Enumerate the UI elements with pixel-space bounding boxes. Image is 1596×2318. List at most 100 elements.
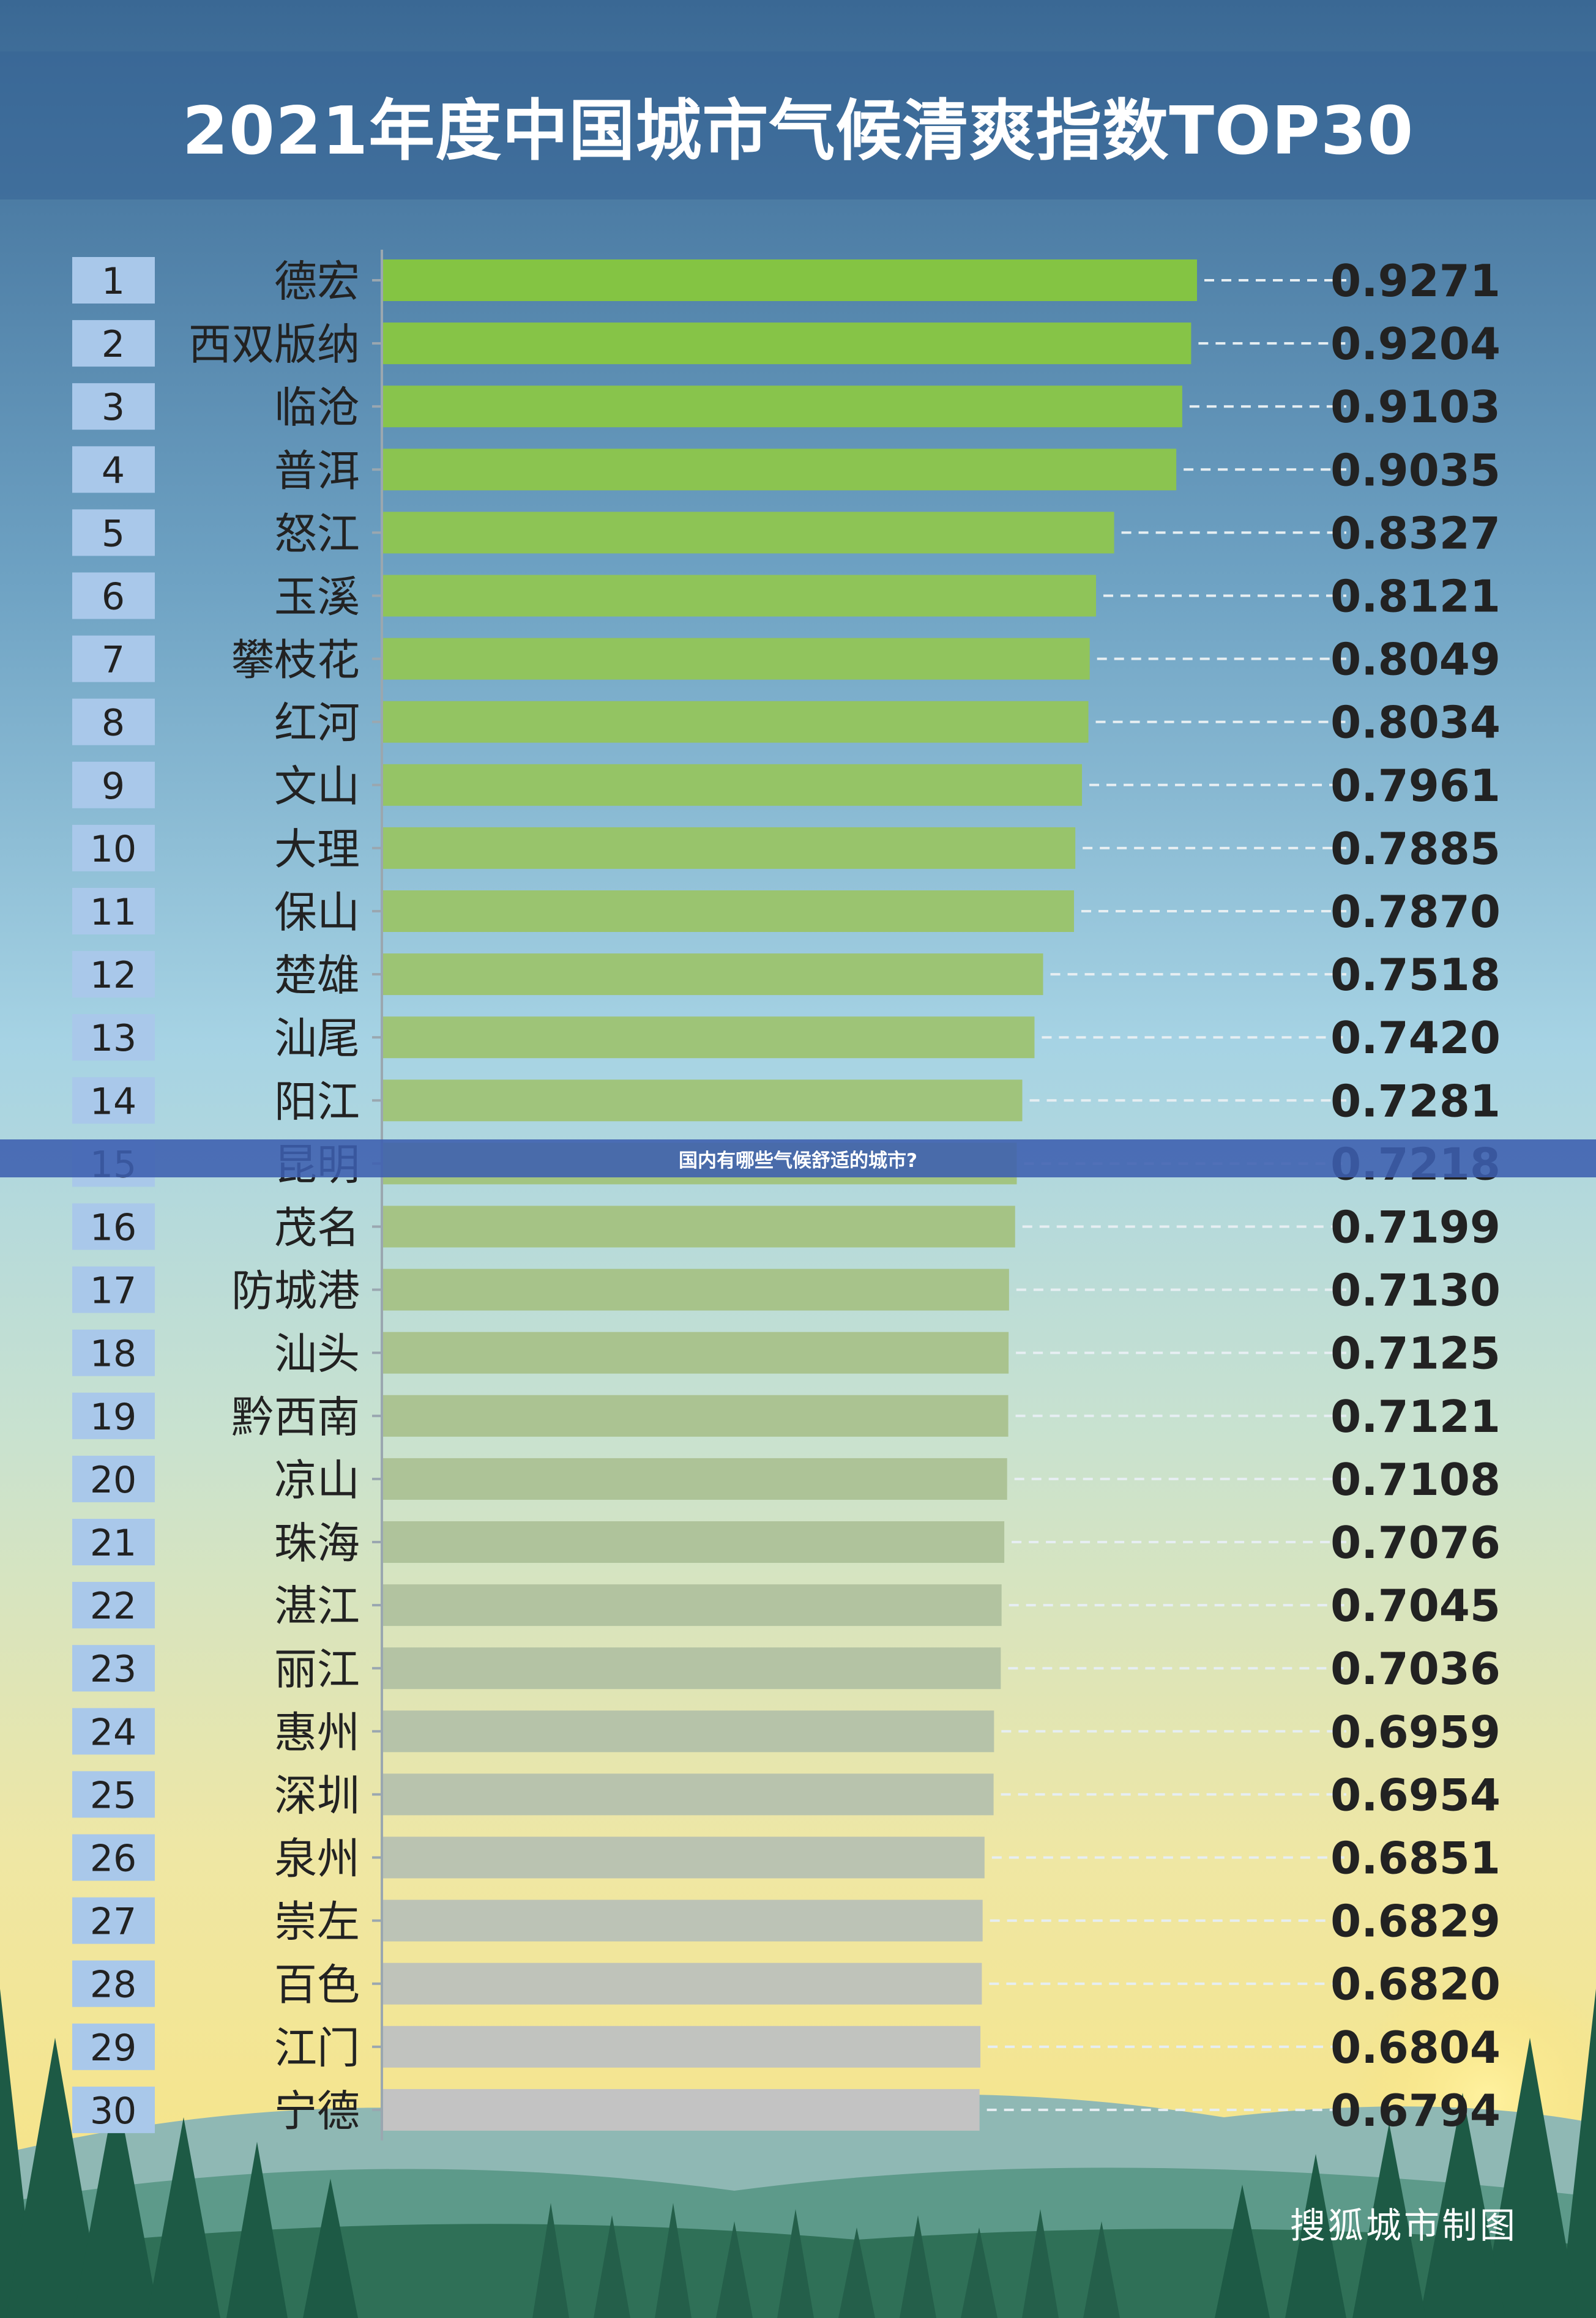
chart-title: 2021年度中国城市气候清爽指数TOP30 — [182, 93, 1414, 170]
caption-overlay-text: 国内有哪些气候舒适的城市? — [679, 1149, 917, 1172]
value-label: 0.7199 — [1330, 1202, 1501, 1253]
rank-box — [72, 1014, 155, 1061]
rank-label: 9 — [102, 765, 125, 808]
rank-box — [72, 1266, 155, 1313]
bar — [383, 1773, 994, 1816]
title-band: 2021年度中国城市气候清爽指数TOP30 — [0, 51, 1596, 199]
category-label: 防城港 — [231, 1266, 360, 1316]
category-label: 西双版纳 — [188, 319, 360, 370]
rank-box — [72, 1897, 155, 1944]
rank-label: 3 — [102, 386, 125, 429]
category-label: 崇左 — [274, 1897, 360, 1947]
category-label: 玉溪 — [274, 572, 360, 622]
category-label: 黔西南 — [231, 1392, 360, 1442]
value-label: 0.7961 — [1330, 760, 1501, 811]
value-label: 0.7108 — [1330, 1454, 1501, 1505]
rank-label: 30 — [90, 2090, 136, 2133]
rank-box — [72, 1519, 155, 1565]
value-label: 0.6794 — [1330, 2085, 1501, 2136]
value-label: 0.7885 — [1330, 823, 1501, 874]
category-label: 普洱 — [274, 445, 360, 496]
rank-box — [72, 1392, 155, 1439]
bar — [383, 1521, 1005, 1563]
rank-label: 21 — [90, 1522, 136, 1565]
value-label: 0.6851 — [1330, 1833, 1501, 1884]
value-label: 0.7281 — [1330, 1075, 1501, 1127]
value-label: 0.8034 — [1330, 697, 1501, 748]
rank-label: 29 — [90, 2027, 136, 2070]
rank-label: 28 — [90, 1964, 136, 2007]
rank-box — [72, 383, 155, 430]
value-label: 0.9204 — [1330, 318, 1501, 370]
rank-box — [72, 698, 155, 745]
bar — [383, 701, 1089, 743]
bar — [383, 322, 1191, 365]
rank-box — [72, 1582, 155, 1629]
value-label: 0.6954 — [1330, 1769, 1501, 1820]
value-label: 0.6959 — [1330, 1706, 1501, 1757]
rank-box — [72, 1960, 155, 2007]
rank-label: 12 — [90, 954, 136, 997]
value-label: 0.7420 — [1330, 1012, 1501, 1064]
value-label: 0.8121 — [1330, 571, 1501, 622]
bar — [383, 259, 1197, 301]
rank-box — [72, 888, 155, 934]
rank-box — [72, 2023, 155, 2070]
value-label: 0.7036 — [1330, 1643, 1501, 1694]
rank-box — [72, 1771, 155, 1818]
category-label: 文山 — [274, 761, 360, 811]
forest-left — [0, 1989, 358, 2318]
bar — [383, 1647, 1001, 1690]
bar — [383, 827, 1076, 869]
rank-label: 19 — [90, 1396, 136, 1439]
caption-overlay-band: 国内有哪些气候舒适的城市? — [0, 1139, 1596, 1177]
category-label: 百色 — [274, 1960, 360, 2010]
value-label: 0.7518 — [1330, 949, 1501, 1001]
rank-box — [72, 1455, 155, 1502]
category-label: 凉山 — [274, 1455, 360, 1505]
rank-label: 20 — [90, 1459, 136, 1502]
value-label: 0.9103 — [1330, 381, 1501, 433]
bar — [383, 1269, 1009, 1311]
value-label: 0.7130 — [1330, 1265, 1501, 1316]
rank-label: 8 — [102, 702, 125, 745]
category-label: 红河 — [274, 698, 360, 748]
bar — [383, 1962, 982, 2005]
forest-right — [1215, 1989, 1596, 2318]
value-label: 0.6820 — [1330, 1959, 1501, 2010]
rank-label: 22 — [90, 1585, 136, 1628]
rank-label: 10 — [90, 828, 136, 871]
bar — [383, 1836, 985, 1879]
bar — [383, 1458, 1007, 1500]
rank-box — [72, 320, 155, 367]
value-label: 0.7870 — [1330, 886, 1501, 937]
category-label: 楚雄 — [274, 950, 360, 1001]
rank-label: 5 — [102, 512, 125, 555]
bar — [383, 386, 1182, 428]
bar — [383, 1395, 1009, 1437]
category-label: 深圳 — [274, 1770, 360, 1820]
value-label: 0.9271 — [1330, 255, 1501, 307]
category-label: 惠州 — [274, 1707, 360, 1757]
category-label: 汕尾 — [274, 1013, 360, 1064]
rank-label: 16 — [90, 1207, 136, 1250]
rank-box — [72, 1329, 155, 1376]
category-label: 大理 — [274, 824, 360, 874]
rank-box — [72, 446, 155, 493]
bar — [383, 1079, 1023, 1122]
category-label: 珠海 — [274, 1518, 360, 1568]
rank-label: 1 — [102, 260, 125, 303]
rank-label: 6 — [102, 576, 125, 619]
rank-label: 23 — [90, 1648, 136, 1691]
category-label: 泉州 — [274, 1834, 360, 1884]
category-label: 茂名 — [274, 1203, 360, 1253]
value-label: 0.7045 — [1330, 1580, 1501, 1631]
value-label: 0.7076 — [1330, 1517, 1501, 1568]
category-label: 江门 — [274, 2023, 360, 2073]
rank-box — [72, 1203, 155, 1250]
forest-center — [532, 2203, 1120, 2318]
rank-label: 2 — [102, 323, 125, 366]
bar — [383, 449, 1177, 491]
category-label: 阳江 — [274, 1076, 360, 1127]
rank-label: 26 — [90, 1838, 136, 1880]
